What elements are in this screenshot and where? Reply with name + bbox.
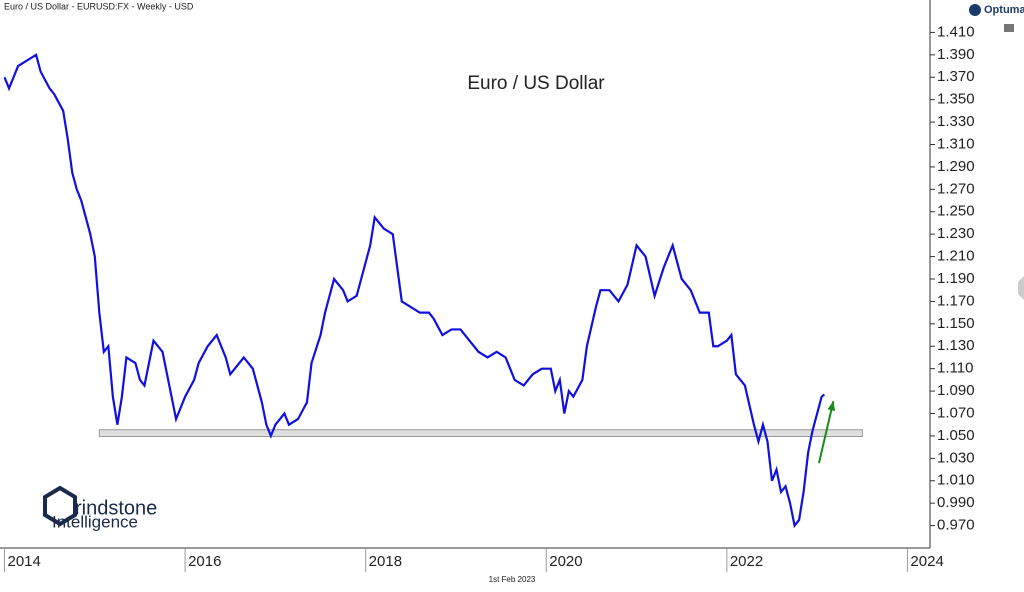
y-tick-label: 1.390 — [937, 46, 975, 63]
y-tick-label: 1.290 — [937, 158, 975, 175]
brand-icon — [969, 4, 981, 16]
price-line — [3, 53, 826, 529]
support-band — [98, 429, 863, 437]
y-tick-label: 1.170 — [937, 292, 975, 309]
scroll-handle[interactable] — [1018, 276, 1024, 300]
arrow — [817, 400, 835, 464]
x-tick-label: 2018 — [369, 553, 402, 570]
y-tick-label: 1.190 — [937, 270, 975, 287]
lock-icon — [1004, 24, 1014, 32]
footer: 1st Feb 2023 — [489, 575, 536, 584]
y-tick-label: 1.130 — [937, 337, 975, 354]
y-tick-label: 1.250 — [937, 203, 975, 220]
header: Euro / US Dollar - EURUSD:FX - Weekly - … — [4, 1, 194, 11]
y-tick-label: 1.070 — [937, 404, 975, 421]
x-tick-label: 2020 — [549, 553, 582, 570]
x-tick-label: 2014 — [8, 553, 41, 570]
y-tick-label: 1.270 — [937, 180, 975, 197]
y-tick-label: 1.110 — [937, 360, 973, 377]
y-tick-label: 1.210 — [937, 248, 975, 265]
y-tick-label: 1.370 — [937, 68, 975, 85]
y-tick-label: 1.150 — [937, 315, 975, 332]
y-tick-label: 1.330 — [937, 113, 975, 130]
y-tick-label: 1.010 — [937, 472, 975, 489]
y-tick-label: 1.230 — [937, 225, 975, 242]
logo-text: Intelligence — [52, 512, 138, 531]
x-tick-label: 2024 — [910, 553, 943, 570]
y-tick-label: 1.030 — [937, 449, 975, 466]
brand: Optuma — [984, 4, 1024, 16]
y-tick-label: 1.090 — [937, 382, 975, 399]
logo-icon — [43, 485, 77, 527]
y-tick-label: 1.350 — [937, 91, 975, 108]
chart-title: Euro / US Dollar — [467, 73, 605, 94]
y-tick-label: 1.050 — [937, 427, 975, 444]
logo-text: rindstone — [75, 497, 157, 519]
y-tick-label: 0.970 — [937, 517, 975, 534]
x-tick-label: 2022 — [730, 553, 763, 570]
x-tick-label: 2016 — [188, 553, 221, 570]
y-tick-label: 1.410 — [937, 23, 975, 40]
logo: rindstone Intelligence — [43, 485, 157, 531]
arrow-head — [827, 401, 836, 412]
y-tick-label: 1.310 — [937, 135, 975, 152]
y-tick-label: 0.990 — [937, 494, 975, 511]
